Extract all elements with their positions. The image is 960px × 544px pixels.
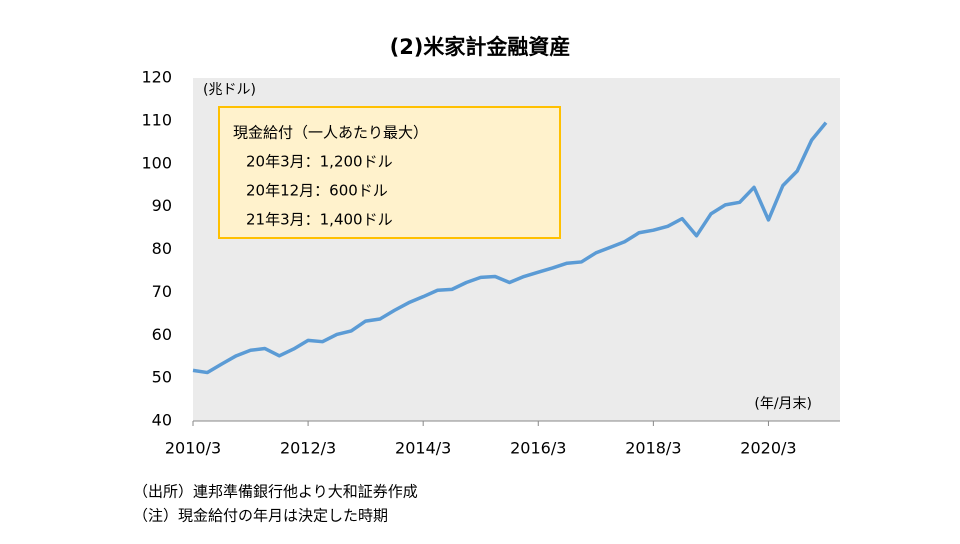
x-tick-label: 2012/3 xyxy=(280,439,336,458)
y-tick-label: 100 xyxy=(141,153,172,172)
footnote: （注）現金給付の年月は決定した時期 xyxy=(133,507,388,525)
y-tick-label: 120 xyxy=(141,68,172,87)
series-line xyxy=(192,121,828,375)
x-unit: (年/月末) xyxy=(754,396,812,412)
chart-title: (2)米家計金融資産 xyxy=(390,35,571,59)
y-tick-label: 40 xyxy=(152,411,172,430)
y-tick-label: 80 xyxy=(152,239,172,258)
footnote: （出所）連邦準備銀行他より大和証券作成 xyxy=(133,483,418,501)
annotation-box xyxy=(218,106,561,239)
annotation-text: 20年12月：600ドル xyxy=(246,182,388,200)
y-unit: (兆ドル) xyxy=(203,82,256,98)
y-tick-label: 90 xyxy=(152,196,172,215)
y-tick-label: 60 xyxy=(152,325,172,344)
annotation-text: 20年3月：1,200ドル xyxy=(246,153,393,171)
annotation-text: 21年3月：1,400ドル xyxy=(246,211,393,229)
x-tick-label: 2020/3 xyxy=(740,439,796,458)
y-tick-label: 70 xyxy=(152,282,172,301)
x-tick-label: 2018/3 xyxy=(625,439,681,458)
x-tick-label: 2010/3 xyxy=(165,439,221,458)
y-tick-label: 50 xyxy=(152,368,172,387)
annotation-text: 現金給付（一人あたり最大） xyxy=(233,124,428,142)
x-tick-label: 2014/3 xyxy=(395,439,451,458)
y-tick-label: 110 xyxy=(141,110,172,129)
x-tick-label: 2016/3 xyxy=(510,439,566,458)
